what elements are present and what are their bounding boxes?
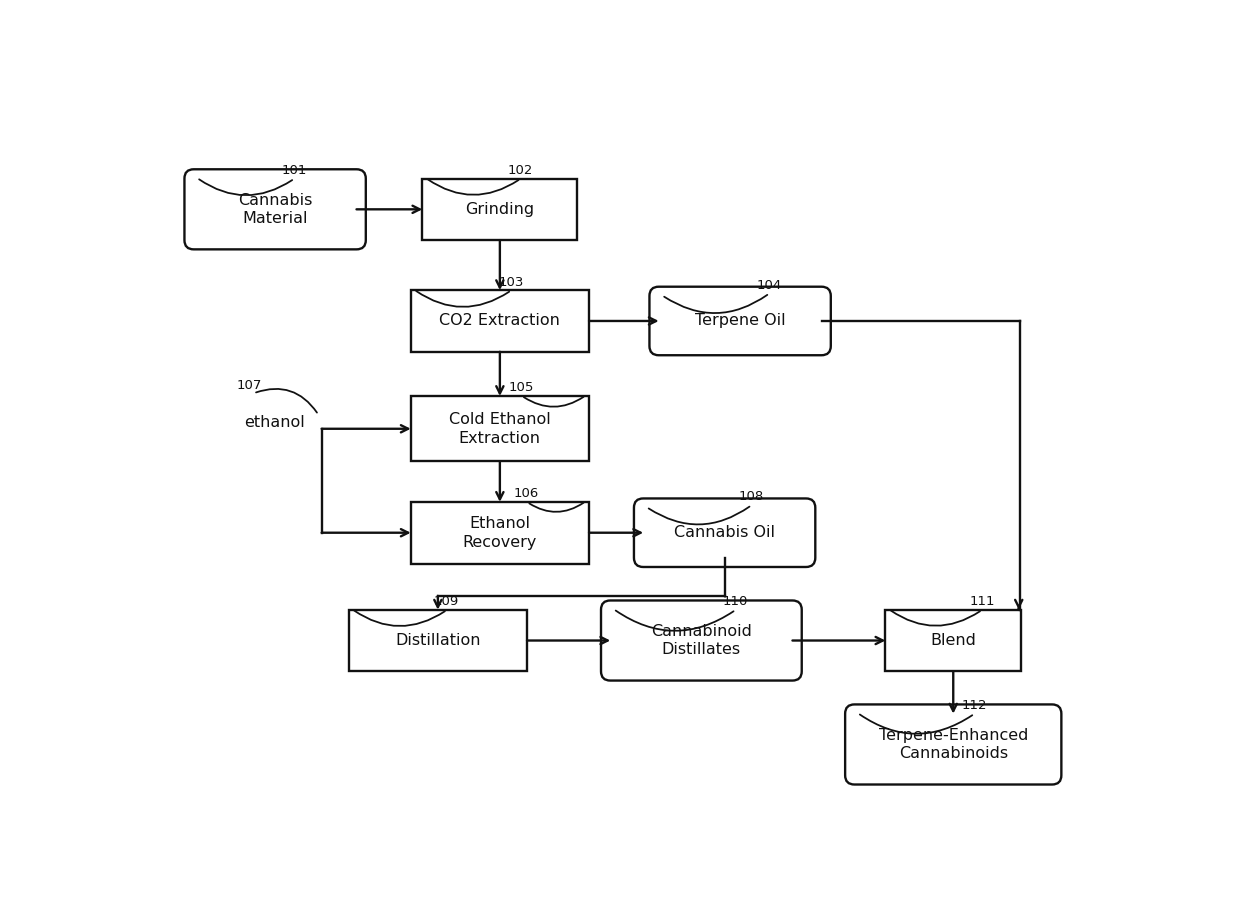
- Text: 102: 102: [507, 164, 533, 177]
- Text: 104: 104: [756, 279, 781, 292]
- FancyBboxPatch shape: [410, 396, 589, 462]
- Text: Distillation: Distillation: [396, 633, 481, 648]
- FancyBboxPatch shape: [634, 498, 816, 567]
- Text: 103: 103: [498, 276, 523, 289]
- Text: 110: 110: [723, 595, 748, 608]
- FancyBboxPatch shape: [410, 502, 589, 564]
- Text: 112: 112: [961, 699, 987, 713]
- Text: 111: 111: [970, 595, 994, 608]
- Text: Grinding: Grinding: [465, 202, 534, 217]
- FancyBboxPatch shape: [846, 704, 1061, 785]
- Text: 107: 107: [237, 378, 262, 391]
- Text: ethanol: ethanol: [244, 415, 305, 430]
- Text: 106: 106: [513, 487, 539, 500]
- FancyBboxPatch shape: [885, 610, 1021, 671]
- FancyBboxPatch shape: [601, 601, 802, 680]
- Text: 109: 109: [434, 595, 459, 608]
- Text: Cannabis Oil: Cannabis Oil: [675, 525, 775, 540]
- Text: 105: 105: [508, 381, 533, 394]
- Text: Terpene Oil: Terpene Oil: [694, 314, 785, 329]
- Text: 108: 108: [739, 490, 764, 503]
- Text: Cannabinoid
Distillates: Cannabinoid Distillates: [651, 624, 751, 657]
- FancyBboxPatch shape: [185, 169, 366, 249]
- Text: Terpene-Enhanced
Cannabinoids: Terpene-Enhanced Cannabinoids: [879, 727, 1028, 761]
- FancyBboxPatch shape: [650, 287, 831, 355]
- Text: Cold Ethanol
Extraction: Cold Ethanol Extraction: [449, 412, 551, 446]
- Text: Ethanol
Recovery: Ethanol Recovery: [463, 516, 537, 549]
- Text: Blend: Blend: [930, 633, 976, 648]
- FancyBboxPatch shape: [348, 610, 527, 671]
- FancyBboxPatch shape: [410, 290, 589, 352]
- FancyBboxPatch shape: [423, 178, 578, 240]
- Text: Cannabis
Material: Cannabis Material: [238, 193, 312, 226]
- Text: CO2 Extraction: CO2 Extraction: [439, 314, 560, 329]
- Text: 101: 101: [281, 164, 306, 177]
